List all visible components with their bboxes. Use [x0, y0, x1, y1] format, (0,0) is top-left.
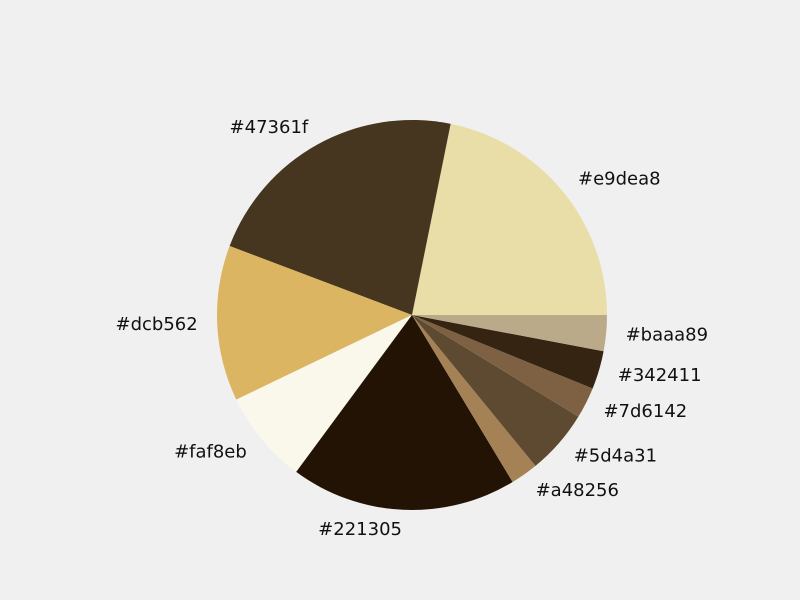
pie-slice — [412, 123, 607, 315]
slice-label: #e9dea8 — [578, 169, 661, 190]
slice-label: #a48256 — [536, 480, 619, 501]
slice-label: #342411 — [618, 365, 702, 386]
slice-label: #221305 — [318, 519, 402, 540]
slice-label: #dcb562 — [116, 314, 198, 335]
slice-label: #baaa89 — [626, 325, 709, 346]
pie-slice — [412, 315, 604, 389]
pie-slice — [412, 315, 579, 466]
pie-slice — [412, 315, 593, 417]
slice-label: #faf8eb — [174, 441, 247, 462]
slice-label: #47361f — [230, 117, 309, 138]
pie-labels: #e9dea8 #47361f #dcb562 #faf8eb #221305 #a482… — [116, 117, 709, 540]
slice-label: #7d6142 — [603, 401, 687, 422]
pie-slice — [412, 315, 607, 352]
pie-slice — [296, 315, 513, 510]
pie-slice — [229, 120, 451, 315]
pie-slice — [217, 246, 412, 400]
pie-slice — [412, 315, 536, 483]
pie-slices — [217, 120, 607, 510]
pie-slice — [236, 315, 412, 472]
slice-label: #5d4a31 — [574, 445, 657, 466]
